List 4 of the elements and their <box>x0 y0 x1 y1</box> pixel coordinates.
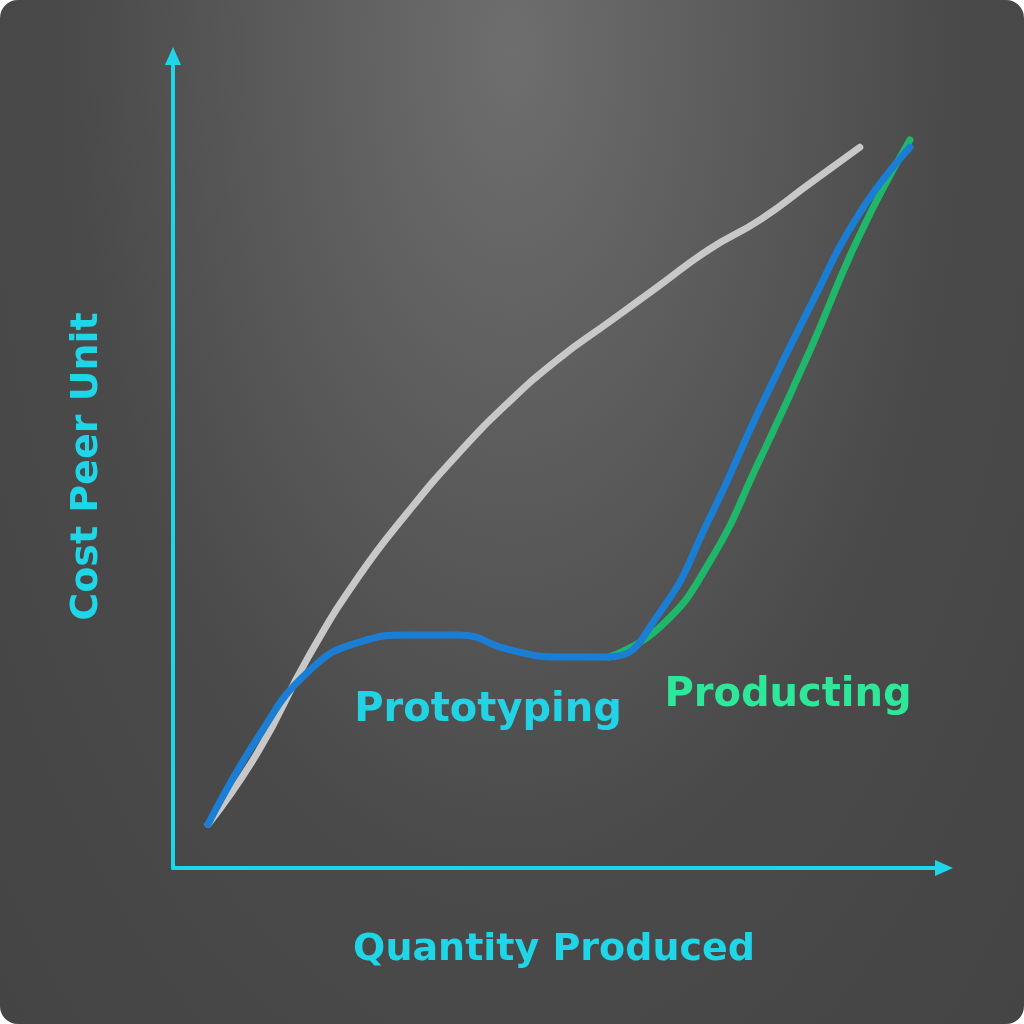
x-axis-title: Quantity Produced <box>353 925 755 969</box>
series-label: Prototyping <box>354 683 622 730</box>
series-label: Producting <box>664 669 912 716</box>
y-axis-title: Cost Peer Unit <box>62 312 106 621</box>
